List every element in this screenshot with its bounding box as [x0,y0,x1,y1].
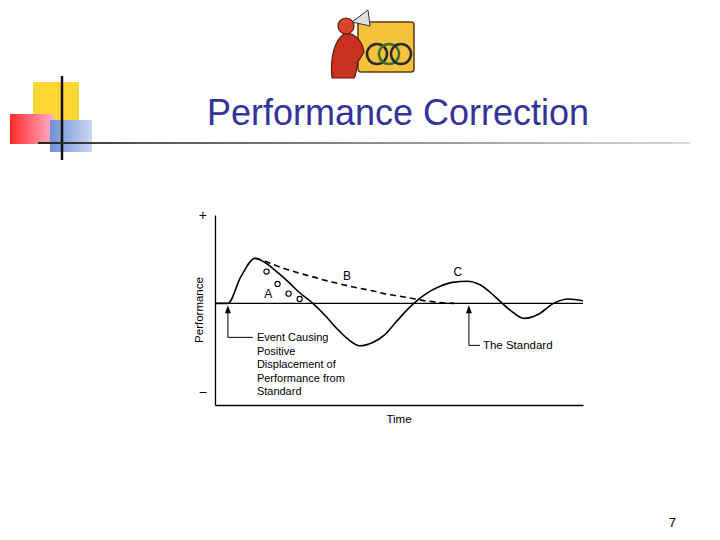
leader-line [469,312,480,345]
y-tick-label: − [199,384,207,400]
deco-blue-square [50,120,92,152]
standard-annotation: The Standard [466,305,553,351]
background [0,0,720,540]
chart: + − Performance Time A B C Event CausingPositiv… [193,207,584,425]
series-label: C [454,265,463,279]
annotation-text: Event CausingPositiveDisplacement ofPerf… [257,331,345,397]
icon-ring [391,44,411,64]
event-annotation: Event CausingPositiveDisplacement ofPerf… [225,305,345,397]
annotations: Event CausingPositiveDisplacement ofPerf… [225,305,553,397]
page-number: 7 [669,515,676,530]
standard-label: The Standard [483,339,553,351]
y-tick: + [199,207,215,223]
deco-horizontal-line [38,142,690,144]
leader-line [228,312,253,337]
series-line [255,258,454,303]
standard-line [215,303,583,304]
series-marker [297,296,302,301]
series-marker [264,269,269,274]
clipart-icon [332,10,415,78]
deco-vertical-line [61,76,64,160]
series-marker [286,291,291,296]
arrow-head [466,305,472,313]
deco-red-square [10,114,54,144]
y-tick-label: + [199,207,207,223]
series-marker [275,281,280,286]
decoration [10,76,690,160]
icon-ring [367,44,387,64]
plot-area [215,258,583,345]
x-axis-line [216,405,584,406]
icon-figure-head [338,18,354,34]
icon-board [358,22,414,72]
series-label: B [343,269,351,283]
y-axis-title: Performance [193,277,205,343]
x-axis-title: Time [386,413,411,425]
y-axis-line [215,216,216,406]
icon-megaphone [352,10,370,26]
series-labels: A B C [264,265,462,301]
series-line [215,258,583,345]
icon-ring [379,44,399,64]
slide: Performance Correction 7 + − Performance Time… [0,0,720,540]
arrow-head [225,305,231,313]
series-label: A [264,287,272,301]
title: Performance Correction [207,92,589,133]
icon-figure-body [332,34,365,78]
x-axis [216,405,584,406]
y-tick: − [199,384,215,400]
